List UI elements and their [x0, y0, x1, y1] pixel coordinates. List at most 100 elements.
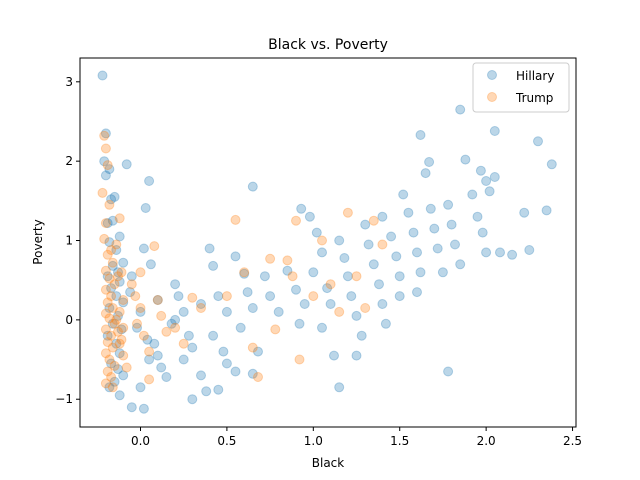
point-hillary: [213, 291, 224, 302]
point-trump: [342, 207, 353, 218]
point-hillary: [178, 354, 189, 365]
point-hillary: [102, 330, 113, 341]
point-hillary: [265, 291, 276, 302]
x-axis: 0.0 0.5 1.0 1.5 2.0 2.5: [131, 427, 582, 448]
point-hillary: [329, 350, 339, 361]
point-hillary: [420, 168, 431, 179]
point-hillary: [221, 306, 232, 317]
point-hillary: [429, 223, 440, 234]
point-hillary: [425, 203, 436, 214]
point-trump: [294, 354, 305, 365]
point-hillary: [253, 346, 263, 357]
point-hillary: [394, 271, 405, 282]
point-hillary: [218, 346, 229, 357]
point-hillary: [102, 218, 113, 229]
point-hillary: [156, 362, 167, 373]
point-trump: [100, 378, 111, 389]
point-hillary: [113, 310, 123, 321]
point-trump: [111, 314, 122, 325]
point-hillary: [170, 314, 181, 325]
point-hillary: [460, 154, 471, 165]
point-trump: [334, 306, 345, 317]
point-hillary: [374, 279, 384, 290]
point-hillary: [104, 237, 115, 248]
x-tick-label: 0.0: [131, 434, 150, 448]
point-trump: [130, 291, 141, 302]
x-tick-label: 1.5: [390, 434, 409, 448]
point-hillary: [144, 176, 155, 186]
point-hillary: [412, 247, 422, 258]
point-hillary: [106, 358, 117, 369]
y-tick-label: −1: [55, 392, 73, 406]
point-hillary: [259, 271, 270, 282]
point-hillary: [187, 342, 198, 353]
point-hillary: [317, 322, 327, 333]
point-trump: [325, 279, 336, 290]
point-hillary: [152, 295, 163, 305]
point-hillary: [412, 287, 422, 298]
point-hillary: [394, 291, 405, 302]
point-hillary: [342, 271, 353, 282]
point-hillary: [152, 350, 163, 361]
point-trump: [239, 267, 250, 278]
point-hillary: [107, 318, 118, 329]
point-trump: [97, 187, 108, 198]
point-trump: [121, 362, 132, 373]
point-hillary: [311, 227, 322, 238]
point-trump: [317, 235, 327, 246]
point-hillary: [135, 382, 146, 393]
point-trump: [230, 214, 241, 225]
point-trump: [144, 374, 155, 385]
point-hillary: [102, 271, 113, 282]
point-hillary: [247, 368, 258, 379]
point-hillary: [368, 259, 379, 270]
point-hillary: [317, 247, 327, 258]
point-hillary: [546, 159, 557, 170]
point-hillary: [106, 194, 117, 205]
point-hillary: [142, 334, 153, 345]
point-trump: [102, 297, 113, 308]
point-trump: [377, 239, 388, 250]
point-hillary: [113, 364, 123, 375]
point-hillary: [166, 318, 177, 329]
point-trump: [107, 303, 118, 313]
point-trump: [104, 313, 115, 324]
point-hillary: [304, 211, 315, 222]
point-trump: [100, 324, 111, 335]
point-hillary: [196, 299, 206, 309]
point-trump: [107, 342, 118, 353]
point-trump: [187, 292, 198, 303]
point-hillary: [104, 382, 115, 393]
point-hillary: [170, 279, 181, 290]
point-hillary: [132, 322, 142, 333]
point-hillary: [481, 247, 492, 258]
point-hillary: [114, 390, 125, 401]
point-trump: [161, 326, 172, 337]
point-hillary: [208, 330, 219, 341]
point-hillary: [113, 267, 123, 278]
point-hillary: [443, 199, 454, 210]
point-trump: [138, 330, 149, 341]
point-hillary: [111, 245, 122, 255]
point-hillary: [178, 306, 189, 317]
point-hillary: [230, 251, 241, 262]
point-hillary: [187, 394, 198, 405]
point-hillary: [114, 276, 125, 287]
point-trump: [100, 348, 111, 359]
point-trump: [106, 372, 117, 382]
point-trump: [270, 324, 281, 335]
point-hillary: [144, 354, 155, 365]
point-trump: [265, 253, 276, 264]
point-hillary: [213, 384, 224, 395]
point-hillary: [208, 260, 219, 271]
point-hillary: [282, 265, 293, 276]
y-tick-label: 0: [65, 313, 73, 327]
point-hillary: [432, 243, 443, 254]
point-hillary: [339, 253, 350, 263]
point-hillary: [273, 306, 284, 317]
point-trump: [132, 318, 142, 329]
x-tick-label: 1.0: [304, 434, 323, 448]
point-hillary: [475, 165, 486, 176]
point-trump: [114, 213, 125, 224]
point-hillary: [296, 203, 307, 214]
